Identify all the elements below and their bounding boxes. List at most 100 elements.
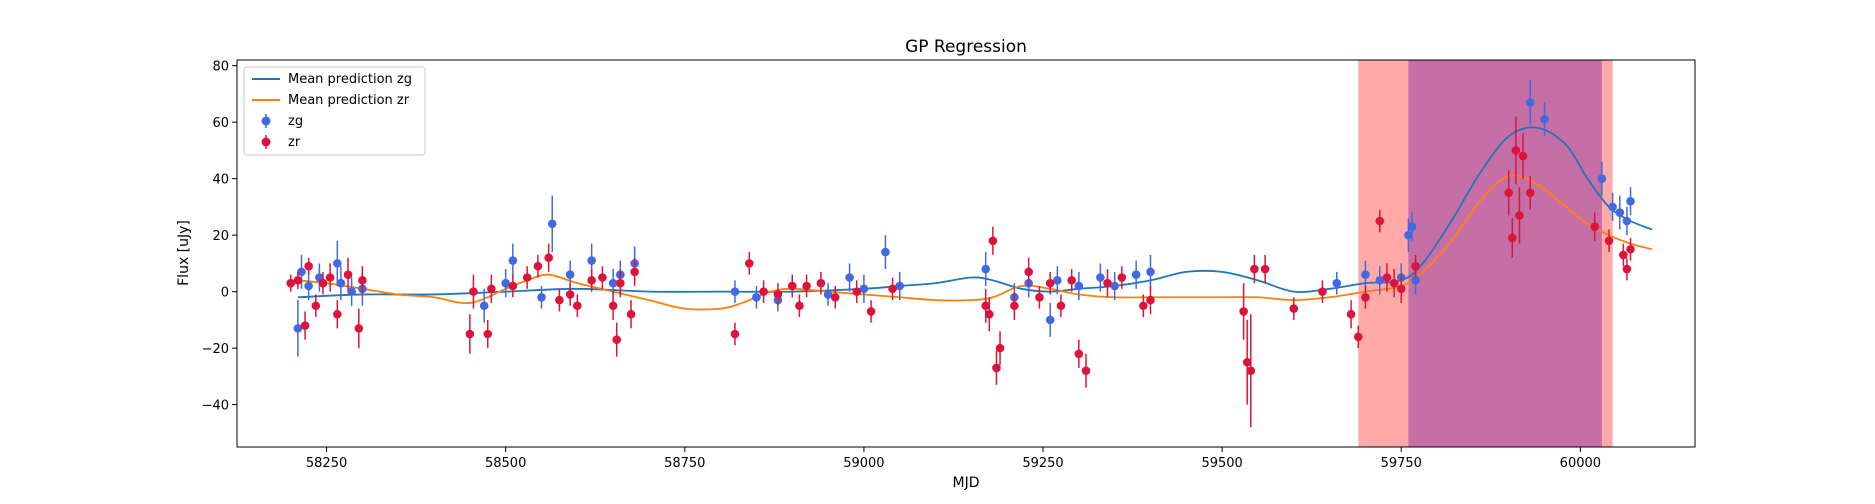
marker-zg	[547, 219, 557, 229]
data-point-zr	[487, 274, 496, 303]
marker-zr	[616, 278, 625, 288]
data-point-zr	[1239, 283, 1248, 340]
data-point-zr	[1411, 254, 1420, 278]
data-point-zr	[773, 283, 783, 306]
marker-zg	[304, 281, 313, 291]
data-point-zg	[1615, 195, 1625, 230]
y-tick-label: −40	[202, 399, 229, 414]
marker-zg	[608, 278, 618, 288]
marker-zg	[1615, 208, 1625, 217]
data-point-zr	[1139, 294, 1148, 318]
data-point-zr	[598, 266, 607, 289]
data-point-zr	[802, 274, 811, 298]
marker-zr	[483, 329, 493, 339]
marker-zr	[626, 309, 636, 319]
data-point-zg	[304, 271, 313, 301]
marker-zg	[845, 273, 854, 282]
data-point-zr	[469, 274, 478, 309]
x-tick-label: 59000	[843, 456, 884, 471]
marker-zr	[866, 307, 876, 316]
legend-label-zr-line: Mean prediction zr	[288, 93, 410, 108]
data-point-zg	[537, 285, 546, 309]
data-point-zg	[981, 252, 991, 286]
data-point-zr	[533, 254, 543, 278]
data-point-zr	[608, 291, 618, 320]
legend-label-zg-points: zg	[288, 114, 303, 129]
marker-zr	[852, 287, 862, 296]
data-point-zg	[730, 280, 740, 303]
legend-marker-zr	[261, 137, 271, 147]
marker-zr	[311, 301, 321, 311]
marker-zr	[1346, 309, 1356, 319]
data-point-zr	[1260, 254, 1270, 284]
marker-zg	[1608, 202, 1617, 212]
data-point-zr	[565, 283, 575, 306]
marker-zr	[1139, 301, 1148, 311]
marker-zg	[565, 270, 575, 279]
marker-zg	[1361, 270, 1370, 279]
y-tick-label: 60	[212, 116, 229, 131]
data-point-zr	[984, 297, 994, 332]
y-tick-label: 80	[212, 60, 229, 75]
data-point-zr	[1103, 269, 1112, 298]
legend-label-zg-line: Mean prediction zg	[288, 72, 412, 87]
data-point-zg	[1074, 271, 1084, 301]
marker-zr	[888, 284, 897, 294]
marker-zg	[479, 301, 489, 311]
data-points	[286, 79, 1635, 428]
data-point-zr	[1626, 237, 1635, 261]
y-tick-label: −20	[202, 342, 229, 357]
marker-zr	[984, 309, 994, 319]
marker-zg	[333, 259, 342, 268]
data-point-zg	[297, 254, 306, 289]
data-point-zr	[1117, 266, 1127, 289]
y-tick-label: 0	[221, 286, 229, 301]
marker-zr	[816, 278, 826, 288]
marker-zg	[895, 281, 905, 291]
data-point-zr	[1590, 212, 1599, 241]
x-tick-label: 59250	[1022, 456, 1063, 471]
prediction-lines	[297, 126, 1653, 311]
data-point-zr	[1604, 229, 1614, 253]
y-tick-label: 40	[212, 173, 229, 188]
x-tick-label: 59500	[1201, 456, 1242, 471]
marker-zr	[1504, 188, 1514, 198]
x-axis-label: MJD	[953, 475, 980, 491]
x-tick-label: 58750	[664, 456, 705, 471]
marker-zg	[1404, 230, 1413, 240]
x-tick-label: 58500	[485, 456, 526, 471]
marker-zg	[1375, 276, 1385, 285]
data-point-zr	[787, 274, 797, 298]
data-point-zr	[1375, 209, 1385, 233]
marker-zr	[630, 267, 639, 277]
data-point-zr	[816, 271, 826, 295]
data-point-zr	[1289, 297, 1299, 320]
marker-zg	[981, 264, 991, 274]
marker-zr	[981, 301, 991, 311]
marker-zg	[1146, 267, 1155, 277]
marker-zr	[1396, 284, 1406, 294]
marker-zr	[759, 287, 768, 296]
shaded-regions	[1358, 60, 1613, 447]
data-point-zr	[1396, 274, 1406, 303]
marker-zr	[1411, 261, 1420, 271]
data-point-zg	[1404, 218, 1413, 253]
marker-zr	[358, 276, 367, 285]
marker-zr	[608, 301, 618, 311]
data-point-zr	[988, 226, 998, 255]
data-point-zr	[343, 257, 353, 292]
legend-label-zr-points: zr	[288, 135, 301, 150]
data-point-zg	[1608, 192, 1617, 222]
marker-zr	[343, 270, 353, 279]
marker-zr	[318, 278, 328, 288]
data-point-zr	[304, 257, 313, 275]
data-point-zg	[752, 285, 761, 309]
x-axis-ticks: 58250 58500 58750 59000 59250 59500 59750 60000	[306, 447, 1601, 471]
data-point-zr	[1074, 339, 1084, 368]
data-point-zr	[1353, 325, 1363, 349]
data-point-zr	[318, 271, 328, 295]
data-point-zg	[1525, 79, 1535, 125]
marker-zr	[744, 259, 754, 268]
marker-zg	[1407, 222, 1417, 231]
marker-zr	[1239, 307, 1248, 316]
